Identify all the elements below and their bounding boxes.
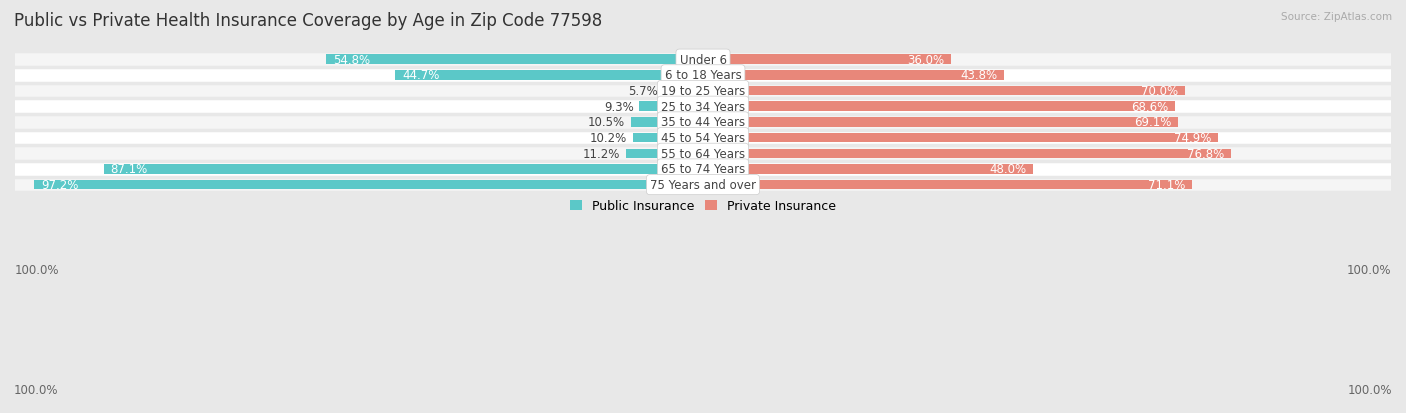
Text: 44.7%: 44.7% xyxy=(402,69,440,82)
Text: 55 to 64 Years: 55 to 64 Years xyxy=(661,147,745,160)
Bar xyxy=(15,162,1391,177)
Bar xyxy=(15,83,1391,99)
Legend: Public Insurance, Private Insurance: Public Insurance, Private Insurance xyxy=(565,195,841,218)
Text: Under 6: Under 6 xyxy=(679,53,727,66)
Bar xyxy=(15,146,1391,162)
Bar xyxy=(638,102,703,112)
Bar xyxy=(633,133,703,143)
Text: 100.0%: 100.0% xyxy=(14,384,59,396)
Bar xyxy=(15,131,1391,146)
Bar xyxy=(15,177,1391,193)
Bar xyxy=(15,52,1391,68)
Text: 6 to 18 Years: 6 to 18 Years xyxy=(665,69,741,82)
Bar xyxy=(703,149,1232,159)
Text: Public vs Private Health Insurance Coverage by Age in Zip Code 77598: Public vs Private Health Insurance Cover… xyxy=(14,12,602,30)
Text: 10.2%: 10.2% xyxy=(591,132,627,145)
Bar xyxy=(703,87,1185,96)
Bar xyxy=(703,71,1004,80)
Text: 19 to 25 Years: 19 to 25 Years xyxy=(661,85,745,98)
Bar xyxy=(703,102,1175,112)
Text: 65 to 74 Years: 65 to 74 Years xyxy=(661,163,745,176)
Text: 68.6%: 68.6% xyxy=(1130,100,1168,114)
Bar xyxy=(15,115,1391,131)
Text: 43.8%: 43.8% xyxy=(960,69,997,82)
Bar xyxy=(104,165,703,174)
Bar xyxy=(15,68,1391,83)
Text: 54.8%: 54.8% xyxy=(333,53,370,66)
Text: Source: ZipAtlas.com: Source: ZipAtlas.com xyxy=(1281,12,1392,22)
Bar xyxy=(326,55,703,65)
Text: 71.1%: 71.1% xyxy=(1147,179,1185,192)
Text: 69.1%: 69.1% xyxy=(1135,116,1171,129)
Text: 48.0%: 48.0% xyxy=(990,163,1026,176)
Text: 11.2%: 11.2% xyxy=(583,147,620,160)
Text: 5.7%: 5.7% xyxy=(628,85,658,98)
Bar xyxy=(703,165,1033,174)
Text: 10.5%: 10.5% xyxy=(588,116,626,129)
Text: 97.2%: 97.2% xyxy=(41,179,79,192)
Bar xyxy=(631,118,703,127)
Bar xyxy=(34,180,703,190)
Text: 9.3%: 9.3% xyxy=(603,100,634,114)
Text: 45 to 54 Years: 45 to 54 Years xyxy=(661,132,745,145)
Text: 75 Years and over: 75 Years and over xyxy=(650,179,756,192)
Text: 36.0%: 36.0% xyxy=(907,53,943,66)
Bar xyxy=(703,118,1178,127)
Bar xyxy=(664,87,703,96)
Text: 25 to 34 Years: 25 to 34 Years xyxy=(661,100,745,114)
Bar xyxy=(15,99,1391,115)
Bar xyxy=(703,55,950,65)
Text: 35 to 44 Years: 35 to 44 Years xyxy=(661,116,745,129)
Text: 87.1%: 87.1% xyxy=(111,163,148,176)
Bar xyxy=(703,180,1192,190)
Bar xyxy=(395,71,703,80)
Text: 70.0%: 70.0% xyxy=(1140,85,1178,98)
Text: 74.9%: 74.9% xyxy=(1174,132,1212,145)
Text: 100.0%: 100.0% xyxy=(1347,263,1391,276)
Text: 100.0%: 100.0% xyxy=(15,263,59,276)
Text: 76.8%: 76.8% xyxy=(1187,147,1225,160)
Bar xyxy=(703,133,1219,143)
Text: 100.0%: 100.0% xyxy=(1347,384,1392,396)
Bar xyxy=(626,149,703,159)
